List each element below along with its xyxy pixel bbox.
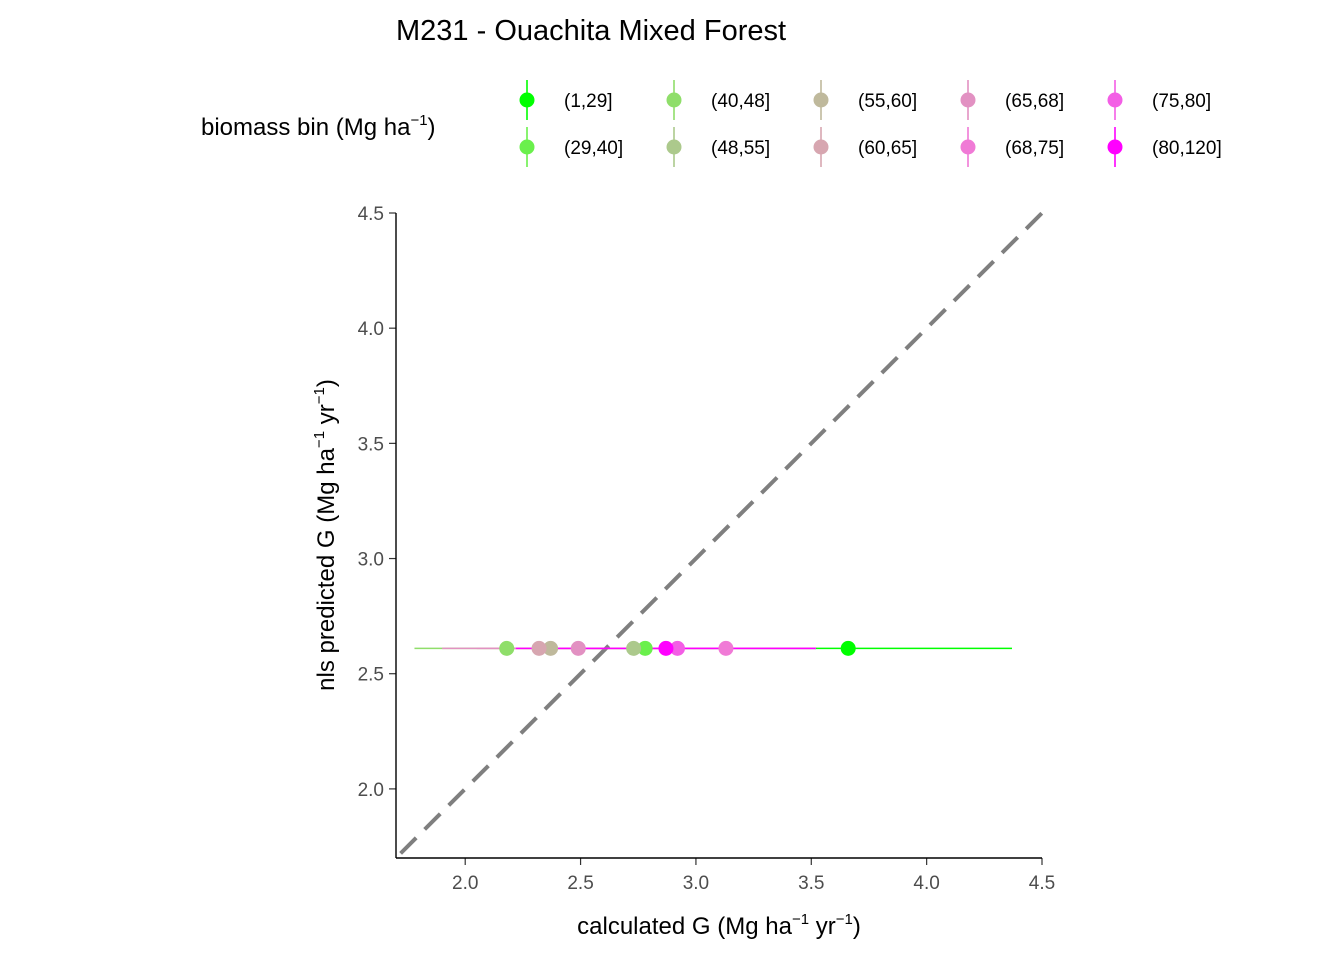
- legend-key-point: [813, 139, 829, 155]
- y-axis-ticks: 2.0 2.5 3.0 3.5 4.0 4.5: [358, 204, 396, 801]
- data-point: [531, 640, 547, 656]
- y-tick-label: 3.0: [358, 550, 384, 571]
- legend-label: (75,80]: [1152, 91, 1211, 112]
- y-tick-label: 2.5: [358, 665, 384, 686]
- legend: biomass bin (Mg ha−1) (1,29] (29,40] (40,4…: [201, 80, 1222, 167]
- legend-key-point: [960, 92, 976, 108]
- data-point: [718, 640, 734, 656]
- chart-title: M231 - Ouachita Mixed Forest: [396, 15, 786, 47]
- legend-label: (65,68]: [1005, 91, 1064, 112]
- legend-key-point: [519, 92, 535, 108]
- x-tick-label: 3.0: [683, 873, 709, 894]
- identity-reference-line: [399, 211, 1044, 855]
- legend-key-point: [666, 92, 682, 108]
- x-tick-label: 4.0: [913, 873, 939, 894]
- legend-title: biomass bin (Mg ha−1): [201, 112, 436, 141]
- y-tick-label: 4.0: [358, 319, 384, 340]
- x-tick-label: 4.5: [1029, 873, 1055, 894]
- legend-key-point: [666, 139, 682, 155]
- data-point: [543, 640, 559, 656]
- x-axis-title: calculated G (Mg ha−1 yr−1): [577, 911, 861, 940]
- legend-key-point: [519, 139, 535, 155]
- y-tick-label: 3.5: [358, 434, 384, 455]
- data-point: [658, 640, 674, 656]
- y-tick-label: 2.0: [358, 780, 384, 801]
- data-point: [499, 640, 515, 656]
- legend-key-point: [960, 139, 976, 155]
- x-tick-label: 2.0: [452, 873, 478, 894]
- legend-label: (40,48]: [711, 91, 770, 112]
- legend-key-point: [1107, 139, 1123, 155]
- legend-label: (80,120]: [1152, 138, 1222, 159]
- data-point: [637, 640, 653, 656]
- y-tick-label: 4.5: [358, 204, 384, 225]
- legend-label: (68,75]: [1005, 138, 1064, 159]
- legend-label: (60,65]: [858, 138, 917, 159]
- data-point: [669, 640, 685, 656]
- data-point: [570, 640, 586, 656]
- legend-label: (1,29]: [564, 91, 613, 112]
- legend-key-point: [813, 92, 829, 108]
- plot-panel: 2.0 2.5 3.0 3.5 4.0 4.5 2.0 2.5 3.0 3.5 4.0 4.5: [358, 204, 1056, 894]
- legend-key-point: [1107, 92, 1123, 108]
- x-tick-label: 3.5: [798, 873, 824, 894]
- data-point: [626, 640, 642, 656]
- legend-label: (29,40]: [564, 138, 623, 159]
- data-points: [499, 640, 856, 656]
- data-point: [840, 640, 856, 656]
- x-tick-label: 2.5: [567, 873, 593, 894]
- x-axis-ticks: 2.0 2.5 3.0 3.5 4.0 4.5: [452, 858, 1055, 894]
- legend-label: (55,60]: [858, 91, 917, 112]
- y-axis-title: nls predicted G (Mg ha−1 yr−1): [311, 379, 340, 691]
- legend-label: (48,55]: [711, 138, 770, 159]
- legend-items: (1,29] (29,40] (40,48] (48,55] (55,60] (60,65…: [519, 80, 1222, 167]
